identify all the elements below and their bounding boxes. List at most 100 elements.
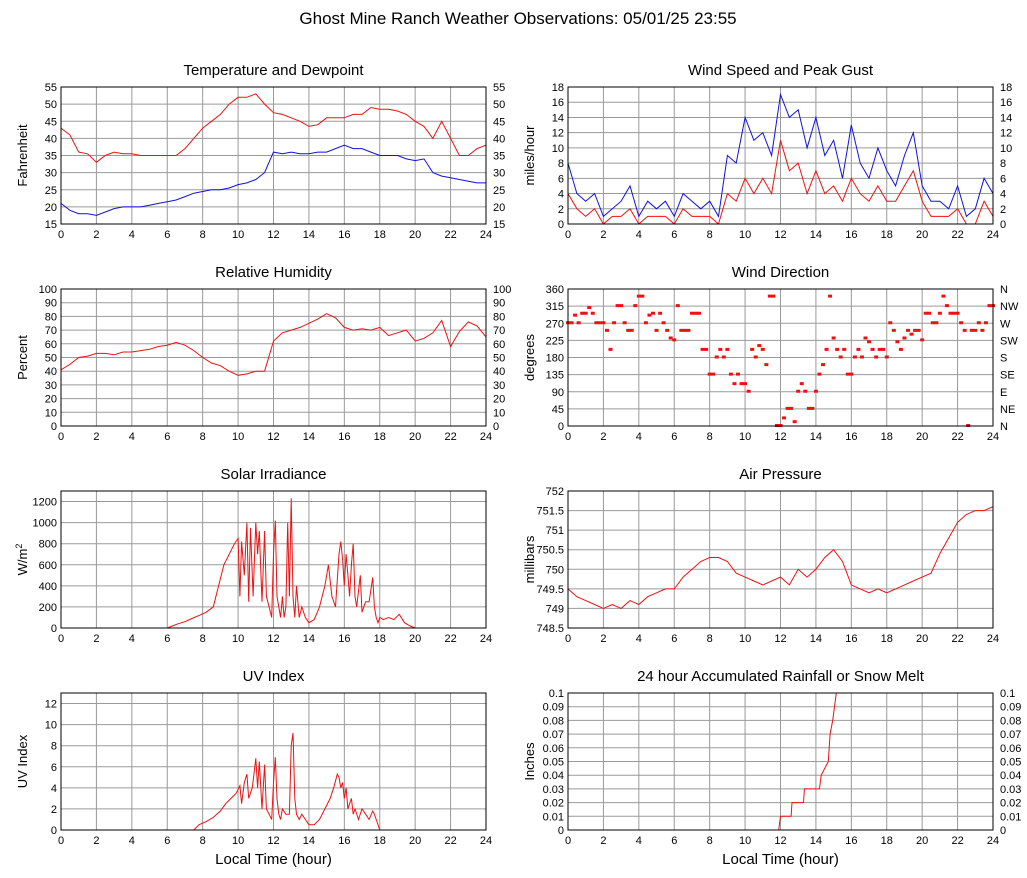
y-tick-label: 8 bbox=[51, 741, 57, 753]
y-tick-label-right: NE bbox=[1000, 404, 1015, 416]
y-tick-label-right: SE bbox=[1000, 370, 1015, 382]
x-tick-label: 8 bbox=[707, 431, 713, 443]
plot-frame bbox=[60, 288, 487, 427]
y-tick-label: 90 bbox=[45, 298, 57, 310]
data-point bbox=[828, 294, 833, 298]
y-tick-label-right: 50 bbox=[493, 353, 505, 365]
data-point bbox=[980, 328, 985, 332]
x-tick-label: 4 bbox=[636, 835, 642, 847]
data-point bbox=[757, 344, 762, 348]
data-point bbox=[668, 336, 673, 340]
y-tick-label-right: 6 bbox=[1000, 173, 1006, 185]
x-tick-label: 16 bbox=[338, 633, 350, 645]
x-tick-label: 8 bbox=[707, 835, 713, 847]
data-point bbox=[895, 340, 900, 344]
data-point bbox=[580, 311, 585, 315]
data-point bbox=[583, 311, 588, 315]
x-tick-label: 4 bbox=[129, 229, 135, 241]
x-tick-label: 22 bbox=[951, 835, 963, 847]
y-tick-label: 749 bbox=[546, 603, 564, 615]
plot-frame bbox=[60, 86, 487, 225]
y-tick-label-right: 45 bbox=[493, 116, 505, 128]
x-tick-label: 12 bbox=[267, 229, 279, 241]
y-tick-label-right: 40 bbox=[493, 133, 505, 145]
x-tick-label: 12 bbox=[774, 431, 786, 443]
x-tick-label: 10 bbox=[739, 633, 751, 645]
panel-title-temp: Temperature and Dewpoint bbox=[183, 62, 364, 79]
data-point bbox=[753, 355, 758, 359]
y-tick-label-right: 20 bbox=[493, 202, 505, 214]
data-point bbox=[821, 363, 825, 367]
y-tick-label: 14 bbox=[552, 112, 564, 124]
x-tick-label: 16 bbox=[338, 835, 350, 847]
x-tick-label: 10 bbox=[232, 835, 244, 847]
y-tick-label: 200 bbox=[39, 602, 57, 614]
y-axis-label-rain: Inches bbox=[522, 742, 537, 781]
x-tick-label: 2 bbox=[600, 431, 606, 443]
data-point bbox=[962, 328, 967, 332]
x-tick-label: 0 bbox=[58, 835, 64, 847]
data-point bbox=[736, 372, 740, 376]
data-point bbox=[796, 389, 801, 393]
x-tick-label: 0 bbox=[58, 431, 64, 443]
y-tick-label: 0.06 bbox=[543, 743, 564, 755]
y-tick-label: 600 bbox=[39, 560, 57, 572]
y-tick-label: 18 bbox=[552, 82, 564, 94]
y-tick-label: 45 bbox=[45, 116, 57, 128]
y-tick-label-right: 35 bbox=[493, 151, 505, 163]
y-tick-label-right: 10 bbox=[493, 407, 505, 419]
y-tick-label-right: 2 bbox=[1000, 204, 1006, 216]
y-tick-label: 8 bbox=[558, 158, 564, 170]
y-tick-label: 225 bbox=[546, 335, 564, 347]
y-tick-label-right: N bbox=[1000, 284, 1008, 296]
data-point bbox=[859, 355, 864, 359]
y-tick-label: 752 bbox=[546, 486, 564, 498]
plot-frame bbox=[60, 490, 487, 629]
data-point bbox=[718, 347, 723, 351]
y-tick-label-right: 10 bbox=[1000, 143, 1012, 155]
data-point bbox=[704, 347, 709, 351]
y-tick-label: 751 bbox=[546, 525, 564, 537]
y-tick-label: 70 bbox=[45, 325, 57, 337]
data-point bbox=[732, 382, 737, 386]
x-tick-label: 16 bbox=[845, 633, 857, 645]
x-tick-label: 14 bbox=[303, 431, 315, 443]
x-tick-label: 18 bbox=[881, 835, 893, 847]
data-point bbox=[789, 406, 794, 410]
y-tick-label: 180 bbox=[546, 353, 564, 365]
x-tick-label: 18 bbox=[374, 431, 386, 443]
x-tick-label: 22 bbox=[951, 229, 963, 241]
x-tick-label: 4 bbox=[129, 431, 135, 443]
x-tick-label: 4 bbox=[636, 431, 642, 443]
y-tick-label: 0 bbox=[558, 825, 564, 837]
y-tick-label: 55 bbox=[45, 82, 57, 94]
data-point bbox=[785, 406, 790, 410]
y-tick-label: 12 bbox=[45, 699, 57, 711]
data-point bbox=[597, 321, 602, 325]
x-tick-label: 6 bbox=[164, 835, 170, 847]
y-tick-label-right: 30 bbox=[493, 168, 505, 180]
y-tick-label: 400 bbox=[39, 581, 57, 593]
data-point bbox=[867, 340, 872, 344]
x-tick-label: 16 bbox=[338, 229, 350, 241]
y-tick-label: 30 bbox=[45, 380, 57, 392]
data-point bbox=[651, 311, 655, 315]
x-tick-label: 20 bbox=[409, 633, 421, 645]
data-point bbox=[863, 336, 868, 340]
data-point bbox=[750, 347, 755, 351]
y-tick-label: 2 bbox=[558, 204, 564, 216]
y-tick-label: 20 bbox=[45, 394, 57, 406]
data-point bbox=[849, 372, 854, 376]
data-point bbox=[640, 294, 645, 298]
x-tick-label: 22 bbox=[951, 633, 963, 645]
data-point bbox=[824, 347, 829, 351]
series-line-temp-1 bbox=[60, 144, 486, 216]
data-point bbox=[813, 389, 818, 393]
panel-title-solar: Solar Irradiance bbox=[221, 466, 327, 483]
y-tick-label-right: E bbox=[1000, 387, 1007, 399]
y-tick-label-right: N bbox=[1000, 421, 1008, 433]
y-axis-label-rh: Percent bbox=[15, 335, 30, 380]
x-tick-label: 8 bbox=[707, 229, 713, 241]
